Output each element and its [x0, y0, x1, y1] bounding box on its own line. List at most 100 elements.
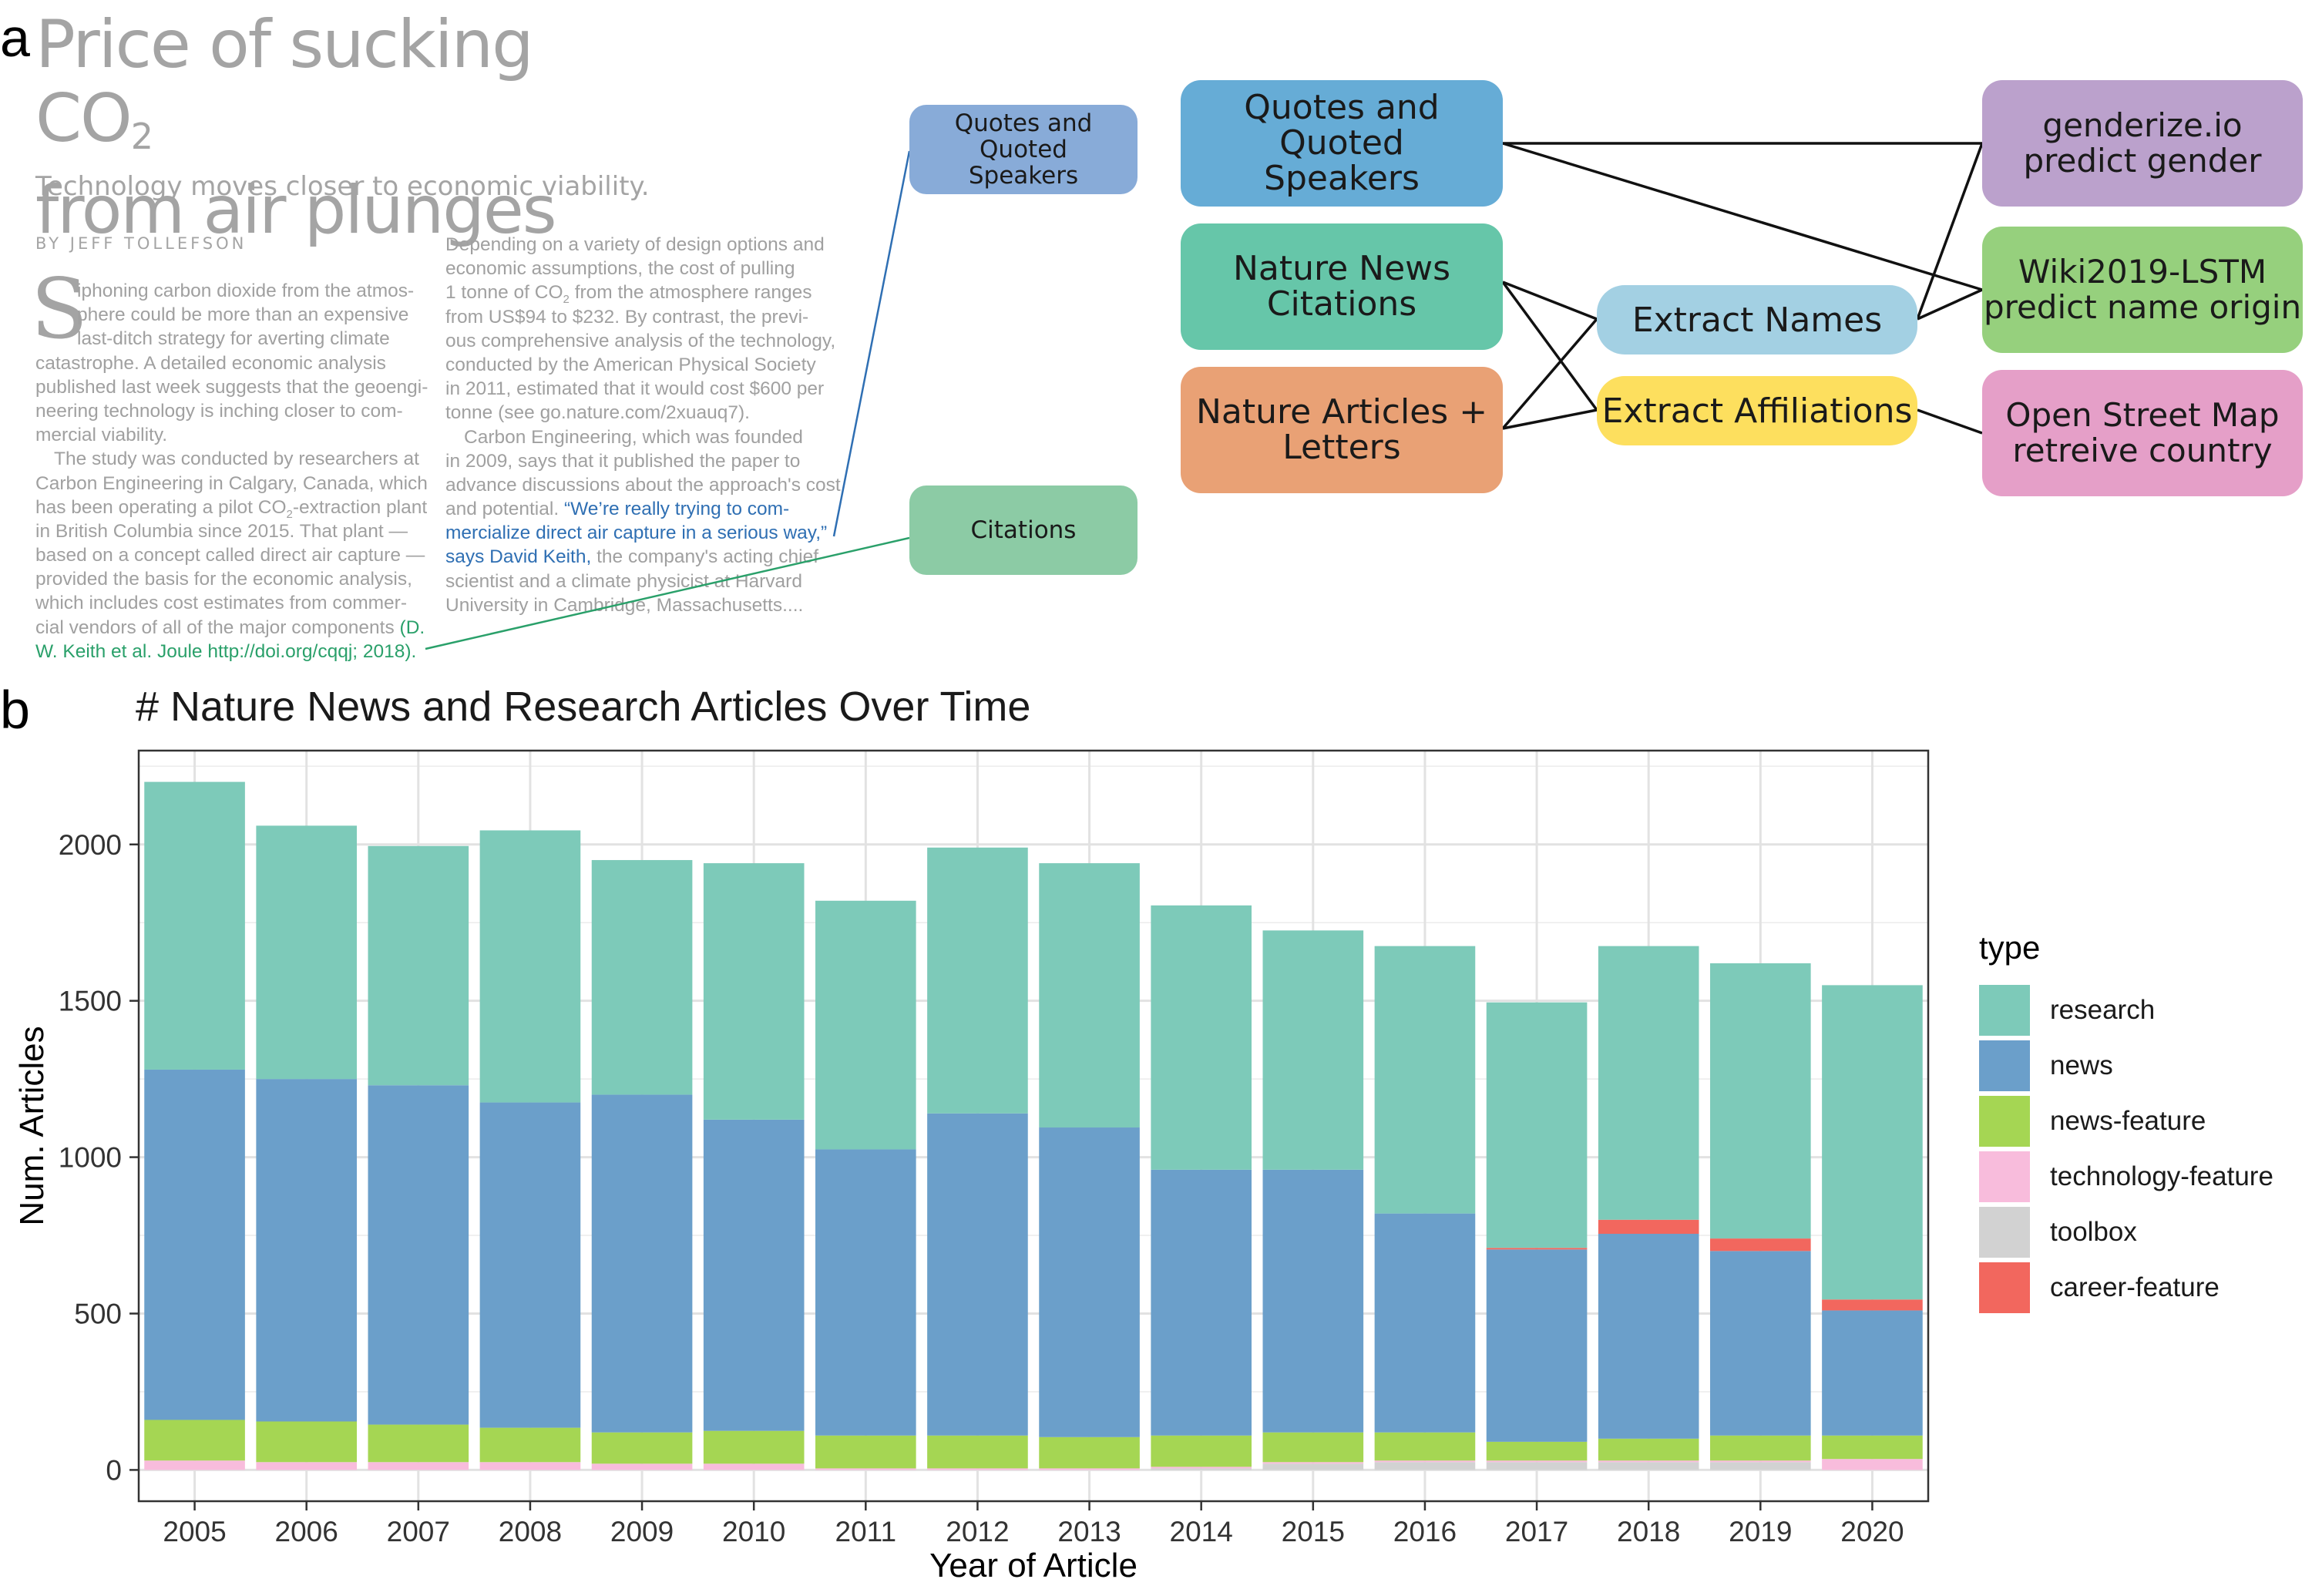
- bar-segment-research: [927, 847, 1028, 1114]
- x-tick-label: 2005: [163, 1516, 226, 1547]
- article-subtitle: Technology moves closer to economic viab…: [35, 171, 650, 202]
- bar-segment-news: [703, 1119, 805, 1431]
- bar-segment-technology-feature: [144, 1460, 245, 1470]
- bar-segment-technology-feature: [703, 1463, 805, 1470]
- news-citations-label: Nature News Citations: [1232, 249, 1451, 324]
- bar-segment-news-feature: [703, 1430, 805, 1464]
- article-line: conducted by the American Physical Socie…: [445, 354, 816, 375]
- bar-segment-toolbox: [1710, 1462, 1811, 1470]
- bar-segment-career-feature: [1822, 1299, 1923, 1311]
- bar-segment-research: [1486, 1002, 1588, 1248]
- bar-segment-toolbox: [1151, 1468, 1252, 1470]
- bars: [144, 781, 1923, 1470]
- bar-segment-news: [1486, 1249, 1588, 1442]
- bar-segment-news-feature: [256, 1421, 357, 1463]
- bar-segment-technology-feature: [1039, 1468, 1140, 1470]
- article-subscript: 2: [563, 293, 570, 307]
- x-tick-label: 2007: [387, 1516, 450, 1547]
- y-tick-label: 0: [106, 1454, 122, 1486]
- bar-segment-news: [479, 1102, 581, 1428]
- articles-letters-label: Nature Articles + Letters: [1195, 392, 1488, 467]
- article-line: 1 tonne of CO2 from the atmosphere range…: [445, 281, 841, 307]
- quotes-box: Quotes and Quoted Speakers: [1181, 80, 1503, 207]
- bar-segment-news-feature: [1262, 1432, 1364, 1463]
- article-title-line2: from air plunges: [35, 172, 557, 249]
- edge-affiliations-osm: [1917, 408, 1983, 435]
- article-column-2: Depending on a variety of design options…: [445, 233, 841, 617]
- bar-segment-research: [1151, 905, 1252, 1170]
- quotes-label: Quotes and Quoted Speakers: [1244, 88, 1440, 198]
- bar-segment-research: [368, 845, 469, 1086]
- plot-border: [137, 749, 1930, 1503]
- genderize-label: genderize.io predict gender: [2023, 106, 2262, 180]
- article-byline: BY JEFF TOLLEFSON: [35, 234, 247, 253]
- legend-swatch: [1979, 985, 2030, 1036]
- x-tick-label: 2018: [1617, 1516, 1680, 1547]
- bar-segment-career-feature: [1710, 1238, 1811, 1252]
- bar-segment-research: [1262, 930, 1364, 1170]
- article-line: The study was conducted by researchers a…: [54, 449, 419, 470]
- article-line: in 2011, estimated that it would cost $6…: [445, 378, 825, 400]
- article-line: scientist and a climate physicist at Har…: [445, 570, 802, 592]
- article-text: 1 tonne of CO: [445, 282, 563, 304]
- extract-affiliations-box: Extract Affiliations: [1597, 376, 1917, 445]
- bar-segment-technology-feature: [256, 1462, 357, 1470]
- bar-segment-news-feature: [927, 1435, 1028, 1469]
- bar-segment-technology-feature: [591, 1463, 693, 1470]
- bar-segment-technology-feature: [1822, 1459, 1923, 1470]
- article-line: from US$94 to $232. By contrast, the pre…: [445, 306, 809, 328]
- article-line: in 2009, says that it published the pape…: [445, 450, 801, 472]
- article-text: cial vendors of all of the major compone…: [35, 617, 395, 638]
- bar-segment-toolbox: [1486, 1462, 1588, 1470]
- legend-label: technology-feature: [2050, 1161, 2273, 1191]
- bar-segment-research: [1710, 963, 1811, 1239]
- y-tick-label: 500: [74, 1299, 122, 1330]
- article-line: and potential. “We’re really trying to c…: [445, 497, 841, 521]
- bar-segment-news-feature: [1710, 1435, 1811, 1461]
- osm-label: Open Street Map retreive country: [2005, 396, 2280, 469]
- bar-segment-technology-feature: [479, 1462, 581, 1470]
- legend-label: news: [2050, 1050, 2113, 1080]
- article-line: catastrophe. A detailed economic analysi…: [35, 352, 386, 374]
- bar-segment-news: [815, 1149, 916, 1436]
- quotes-small-box: Quotes and Quoted Speakers: [909, 105, 1138, 194]
- quotes-small-label: Quotes and Quoted Speakers: [954, 109, 1093, 190]
- legend-item-career-feature: career-feature: [1979, 1262, 2220, 1313]
- article-line: provided the basis for the economic anal…: [35, 569, 412, 590]
- legend-label: career-feature: [2050, 1272, 2220, 1302]
- bar-segment-research: [479, 830, 581, 1103]
- article-line: published last week suggests that the ge…: [35, 376, 428, 398]
- article-line: has been operating a pilot CO2-extractio…: [35, 496, 428, 521]
- article-column-1: iphoning carbon dioxide from the atmos- …: [35, 279, 428, 664]
- x-tick-label: 2011: [835, 1516, 897, 1547]
- bar-segment-news-feature: [1486, 1441, 1588, 1461]
- article-dropcap: S: [31, 261, 88, 358]
- quote-text: “We’re really trying to com-: [563, 499, 790, 520]
- citation-text: W. Keith et al. Joule http://doi.org/cqq…: [35, 640, 417, 662]
- article-text: and potential.: [445, 499, 564, 520]
- article-text: from the atmosphere ranges: [569, 282, 812, 304]
- bar-segment-technology-feature: [1710, 1460, 1811, 1463]
- genderize-box: genderize.io predict gender: [1982, 80, 2303, 207]
- legend-swatch: [1979, 1262, 2030, 1313]
- x-tick-label: 2017: [1505, 1516, 1568, 1547]
- legend-item-news: news: [1979, 1040, 2113, 1091]
- article-title-line1: Price of sucking CO: [35, 6, 534, 157]
- x-tick-label: 2015: [1282, 1516, 1345, 1547]
- article-text: -extraction plant: [292, 496, 428, 518]
- panel-label-b: b: [0, 680, 30, 740]
- bar-segment-news-feature: [815, 1435, 916, 1469]
- article-text: has been operating a pilot CO: [35, 496, 287, 518]
- article-title-subscript: 2: [130, 116, 153, 157]
- bar-segment-research: [591, 860, 693, 1095]
- legend-swatch: [1979, 1040, 2030, 1091]
- extract-names-box: Extract Names: [1597, 285, 1917, 354]
- news-citations-box: Nature News Citations: [1181, 223, 1503, 350]
- article-line: phere could be more than an expensive: [77, 304, 409, 326]
- bar-segment-news: [927, 1113, 1028, 1436]
- article-subscript: 2: [286, 507, 293, 521]
- legend-label: news-feature: [2050, 1106, 2206, 1136]
- wiki-lstm-box: Wiki2019-LSTM predict name origin: [1982, 227, 2303, 353]
- bar-segment-news-feature: [368, 1424, 469, 1463]
